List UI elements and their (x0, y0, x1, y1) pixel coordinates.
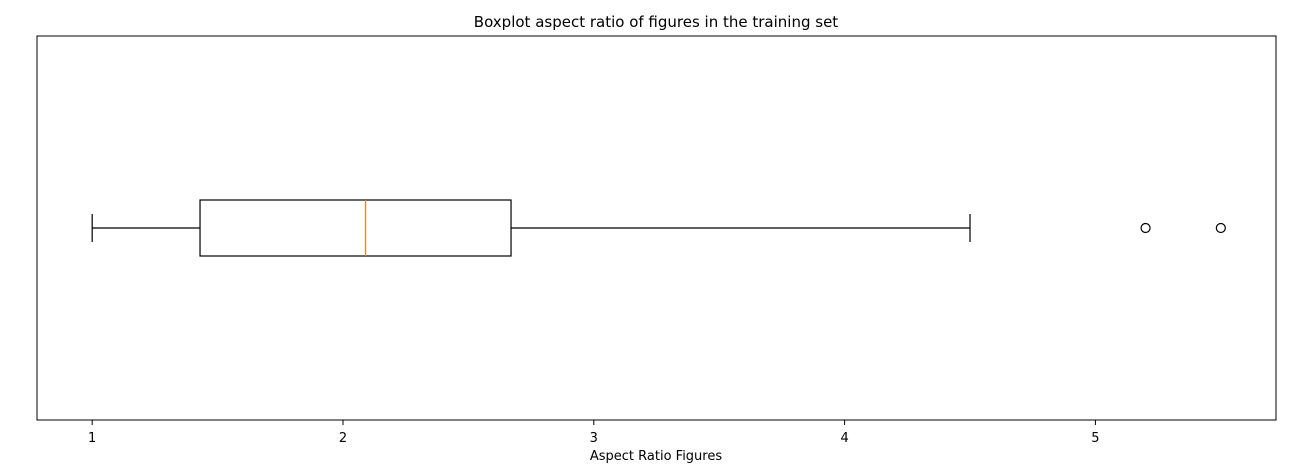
x-axis-label: Aspect Ratio Figures (590, 449, 722, 464)
plot-frame (36, 35, 1277, 421)
iqr-box (199, 199, 512, 257)
x-tick-label: 5 (1091, 431, 1099, 446)
x-tick-label: 3 (590, 431, 598, 446)
x-axis-ticks: 1 2 3 4 5 (88, 420, 1100, 446)
outlier-point (1140, 222, 1151, 234)
box-group (91, 199, 1226, 257)
chart-title: Boxplot aspect ratio of figures in the t… (474, 13, 839, 31)
x-tick-label: 1 (88, 431, 96, 446)
x-tick-label: 4 (840, 431, 848, 446)
outlier-point (1215, 222, 1226, 234)
x-tick-label: 2 (339, 431, 347, 446)
